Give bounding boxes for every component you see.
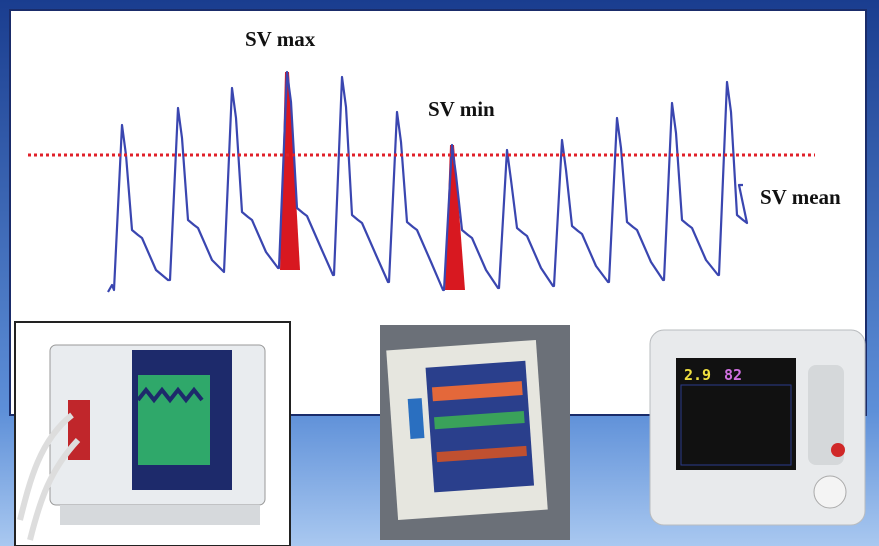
sv-max-label: SV max [245,27,316,51]
monitor-value-1: 2.9 [684,366,711,384]
monitor-value-2: 82 [724,366,742,384]
sv-mean-label: SV mean [760,185,841,209]
sv-min-label: SV min [428,97,495,121]
slide: SV max SV min SV mean 2.9 82 [0,0,879,546]
photo-right: 2.9 82 [650,330,865,525]
photo-middle [380,325,570,540]
photo-left [15,322,290,546]
